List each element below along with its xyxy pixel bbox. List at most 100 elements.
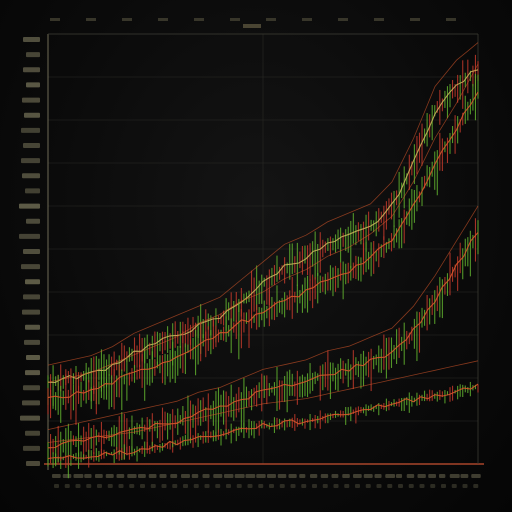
x-tick-label bbox=[374, 474, 382, 478]
y-tick-label bbox=[24, 112, 40, 118]
x-tick-label bbox=[105, 474, 114, 478]
y-tick-label bbox=[22, 309, 40, 315]
x-tick-labels bbox=[50, 18, 481, 488]
x-tick-label bbox=[54, 484, 59, 488]
x-tick-label bbox=[193, 484, 199, 488]
series-envelope bbox=[47, 360, 479, 443]
x-tick-label bbox=[140, 484, 145, 488]
series-1 bbox=[47, 42, 479, 410]
x-tick-label bbox=[161, 484, 167, 488]
chart-header-mark bbox=[243, 24, 261, 28]
x-tick-label-top bbox=[86, 18, 96, 21]
x-tick-label bbox=[396, 474, 403, 478]
x-tick-label bbox=[148, 474, 157, 478]
x-tick-label bbox=[439, 474, 446, 478]
x-tick-label bbox=[245, 474, 256, 478]
x-tick-label bbox=[344, 484, 350, 488]
x-tick-label bbox=[451, 484, 457, 488]
x-tick-label bbox=[449, 474, 460, 478]
x-tick-label bbox=[256, 474, 266, 478]
x-tick-label bbox=[277, 474, 287, 478]
y-tick-label bbox=[22, 97, 40, 103]
series bbox=[47, 42, 479, 479]
x-tick-label bbox=[320, 474, 329, 478]
x-tick-label bbox=[460, 474, 469, 478]
series-line bbox=[47, 232, 479, 449]
y-tick-label bbox=[19, 233, 40, 239]
x-tick-label bbox=[75, 484, 81, 488]
x-tick-label bbox=[385, 474, 396, 478]
x-tick-label bbox=[97, 484, 102, 488]
x-tick-label bbox=[441, 484, 446, 488]
x-tick-label bbox=[215, 484, 221, 488]
y-tick-label bbox=[22, 173, 40, 179]
y-tick-label bbox=[23, 294, 40, 300]
x-tick-label bbox=[247, 484, 253, 488]
x-tick-label bbox=[181, 474, 190, 478]
x-tick-label bbox=[406, 474, 415, 478]
y-tick-label bbox=[21, 264, 40, 270]
y-tick-label bbox=[20, 415, 40, 421]
x-tick-label bbox=[118, 484, 124, 488]
grid bbox=[48, 33, 478, 465]
x-tick-label-top bbox=[194, 18, 204, 21]
x-tick-label-top bbox=[50, 18, 60, 21]
series-line bbox=[47, 383, 479, 460]
y-tick-label bbox=[26, 355, 40, 360]
y-tick-label bbox=[25, 188, 40, 194]
x-tick-label bbox=[408, 484, 414, 488]
y-tick-label bbox=[26, 218, 40, 224]
x-tick-label bbox=[342, 474, 350, 478]
y-tick-label bbox=[24, 339, 40, 345]
x-tick-label-top bbox=[158, 18, 168, 21]
x-tick-label bbox=[398, 484, 403, 488]
x-tick-label-top bbox=[122, 18, 132, 21]
x-tick-label-top bbox=[266, 18, 276, 21]
x-tick-label bbox=[333, 484, 339, 488]
x-tick-label bbox=[224, 474, 234, 478]
series-envelope bbox=[47, 205, 479, 430]
x-tick-label bbox=[417, 474, 426, 478]
x-tick-label bbox=[310, 474, 318, 478]
x-tick-label bbox=[236, 484, 242, 488]
x-tick-label bbox=[267, 474, 276, 478]
y-tick-labels bbox=[19, 37, 40, 466]
x-tick-label bbox=[150, 484, 156, 488]
x-tick-label bbox=[258, 484, 264, 488]
x-tick-label bbox=[183, 484, 188, 488]
x-tick-label-top bbox=[302, 18, 312, 21]
x-tick-label bbox=[64, 484, 70, 488]
y-tick-label bbox=[25, 324, 40, 330]
x-tick-label-top bbox=[410, 18, 420, 21]
x-tick-label bbox=[365, 484, 371, 488]
series-line bbox=[47, 69, 479, 384]
x-tick-label bbox=[290, 484, 296, 488]
x-tick-label-top bbox=[374, 18, 384, 21]
x-tick-label bbox=[471, 474, 481, 478]
x-tick-label bbox=[299, 474, 306, 478]
x-tick-label bbox=[462, 484, 468, 488]
x-tick-label bbox=[301, 484, 307, 488]
x-tick-label bbox=[127, 474, 137, 478]
y-tick-label bbox=[23, 249, 40, 254]
y-tick-label bbox=[26, 461, 40, 466]
x-tick-label bbox=[430, 484, 436, 488]
x-tick-label bbox=[116, 474, 125, 478]
x-tick-label bbox=[73, 474, 84, 478]
series-envelope bbox=[47, 63, 479, 383]
y-tick-label bbox=[25, 370, 40, 376]
x-tick-label bbox=[170, 474, 178, 478]
y-tick-label bbox=[19, 203, 40, 209]
y-tick-label bbox=[22, 400, 40, 406]
y-tick-label bbox=[23, 143, 40, 148]
y-tick-label bbox=[26, 52, 40, 58]
x-tick-label bbox=[95, 474, 103, 478]
y-tick-label bbox=[23, 67, 40, 73]
x-tick-label bbox=[288, 474, 297, 478]
x-tick-label-top bbox=[446, 18, 456, 21]
y-tick-label bbox=[23, 445, 40, 451]
x-tick-label bbox=[355, 484, 360, 488]
x-tick-label bbox=[363, 474, 373, 478]
